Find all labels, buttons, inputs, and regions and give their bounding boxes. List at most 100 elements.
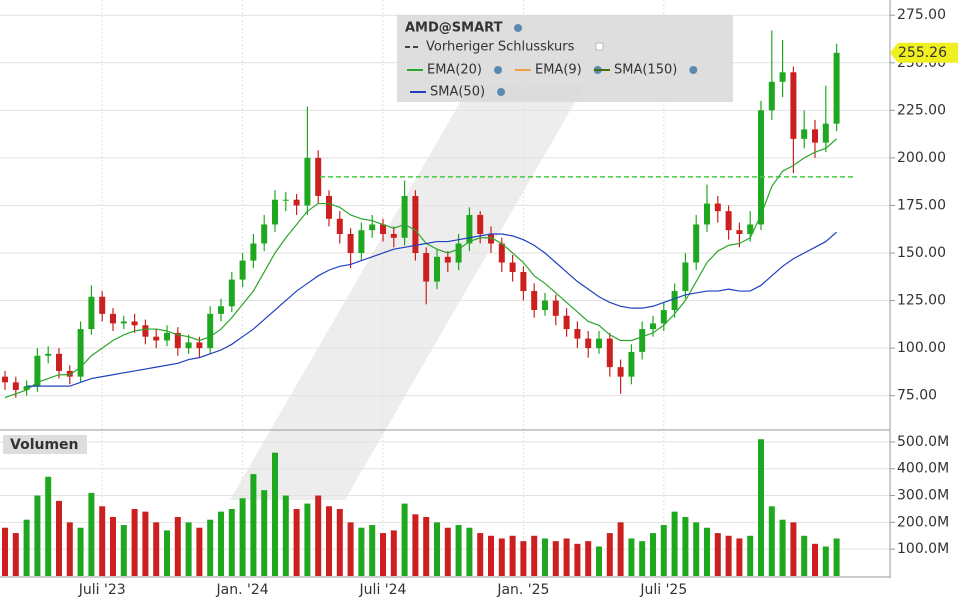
y-tick-label: 75.00 (897, 388, 937, 404)
candle-body (509, 262, 516, 273)
volume-bar (725, 535, 732, 576)
volume-bar (531, 535, 538, 576)
volume-bar (34, 495, 41, 576)
candle-body (390, 233, 397, 238)
volume-bar (412, 514, 419, 576)
volume-bar (369, 525, 376, 576)
y-tick-label: 225.00 (897, 102, 946, 118)
candle-body (34, 355, 41, 387)
candle-body (45, 353, 52, 356)
volume-bar (747, 535, 754, 576)
volume-bar (304, 503, 311, 576)
candle-body (131, 321, 138, 326)
icon (494, 66, 503, 74)
candle-body (779, 72, 786, 82)
candle-body (822, 123, 829, 143)
volume-bar (358, 527, 365, 576)
candle-body (768, 81, 775, 111)
volume-bar (671, 511, 678, 576)
x-tick-label: Jan. '24 (216, 582, 269, 598)
volume-bar (347, 522, 354, 576)
watermark (230, 85, 585, 500)
candle-body (56, 353, 62, 371)
volume-bar (207, 519, 214, 576)
volume-bar (488, 535, 494, 576)
volume-bar (88, 492, 95, 576)
y-tick-label: 200.0M (897, 514, 949, 530)
x-tick-label: Juli '24 (359, 582, 407, 598)
volume-bar (714, 533, 721, 576)
volume-bar (401, 503, 408, 576)
candle-body (120, 321, 127, 324)
y-tick-label: 400.0M (897, 461, 949, 477)
candle-body (2, 376, 8, 383)
legend-label: Vorheriger Schlusskurs (426, 40, 575, 55)
volume-bar (282, 495, 289, 576)
candle-body (304, 157, 311, 206)
icon (689, 66, 698, 74)
candle-body (596, 338, 602, 349)
volume-bar (12, 533, 19, 576)
volume-bar (682, 517, 689, 576)
volume-bar (693, 522, 700, 576)
volume-bar (99, 506, 106, 576)
y-tick-label: 125.00 (897, 293, 946, 309)
y-tick-label: 100.0M (897, 541, 949, 557)
icon (595, 42, 604, 51)
legend-label: SMA(50) (430, 85, 485, 100)
volume-bar (272, 452, 278, 576)
volume-bar (650, 533, 656, 576)
volume-title: Volumen (10, 437, 79, 453)
volume-bar (315, 495, 322, 576)
volume-bar (768, 506, 775, 576)
volume-bar (444, 527, 451, 576)
candle-body (185, 342, 192, 349)
volume-bar (704, 527, 710, 576)
candle-body (358, 230, 365, 253)
y-tick-label: 150.00 (897, 245, 946, 261)
legend: AMD@SMART Vorheriger Schlusskurs EMA(20) E… (397, 15, 733, 102)
candle-body (455, 243, 462, 263)
overlay-line (4, 138, 837, 399)
y-tick-label: 200.00 (897, 150, 946, 166)
candle-body (12, 382, 19, 390)
candle-body (174, 332, 181, 349)
y-tick-label: 100.00 (897, 340, 946, 356)
y-tick-label: 500.0M (897, 434, 949, 450)
icon (497, 88, 506, 96)
x-tick-label: Juli '25 (639, 582, 687, 598)
volume-bar (293, 508, 300, 576)
candle-body (639, 329, 646, 352)
volume-bar (812, 543, 818, 576)
volume-bar (520, 541, 527, 576)
candle-body (369, 224, 376, 231)
candle-body (758, 110, 764, 225)
volume-bar (455, 525, 462, 576)
y-tick-label: 275.00 (897, 7, 946, 23)
candle-body (606, 338, 613, 368)
volume-bar (164, 530, 170, 576)
candle-body (77, 329, 84, 377)
volume-bar (574, 543, 581, 576)
candle-body (88, 296, 95, 330)
candle-body (228, 279, 235, 307)
candle-body (444, 256, 451, 263)
candle-body (250, 243, 257, 261)
volume-bar (77, 527, 84, 576)
candle-body (488, 233, 494, 244)
candle-body (660, 310, 667, 324)
candle-body (347, 233, 354, 253)
candle-body (466, 214, 473, 244)
volume-bar (56, 500, 62, 576)
candle-body (434, 256, 440, 282)
candle-body (336, 218, 343, 234)
candle-body (574, 329, 581, 339)
candle-body (747, 224, 754, 234)
volume-bar (110, 517, 116, 576)
candle-body (218, 306, 224, 314)
volume-bar (228, 508, 235, 576)
marks (2, 30, 855, 576)
volume-bar (639, 541, 646, 576)
volume-bar (542, 538, 548, 576)
volume-bar (423, 517, 430, 576)
